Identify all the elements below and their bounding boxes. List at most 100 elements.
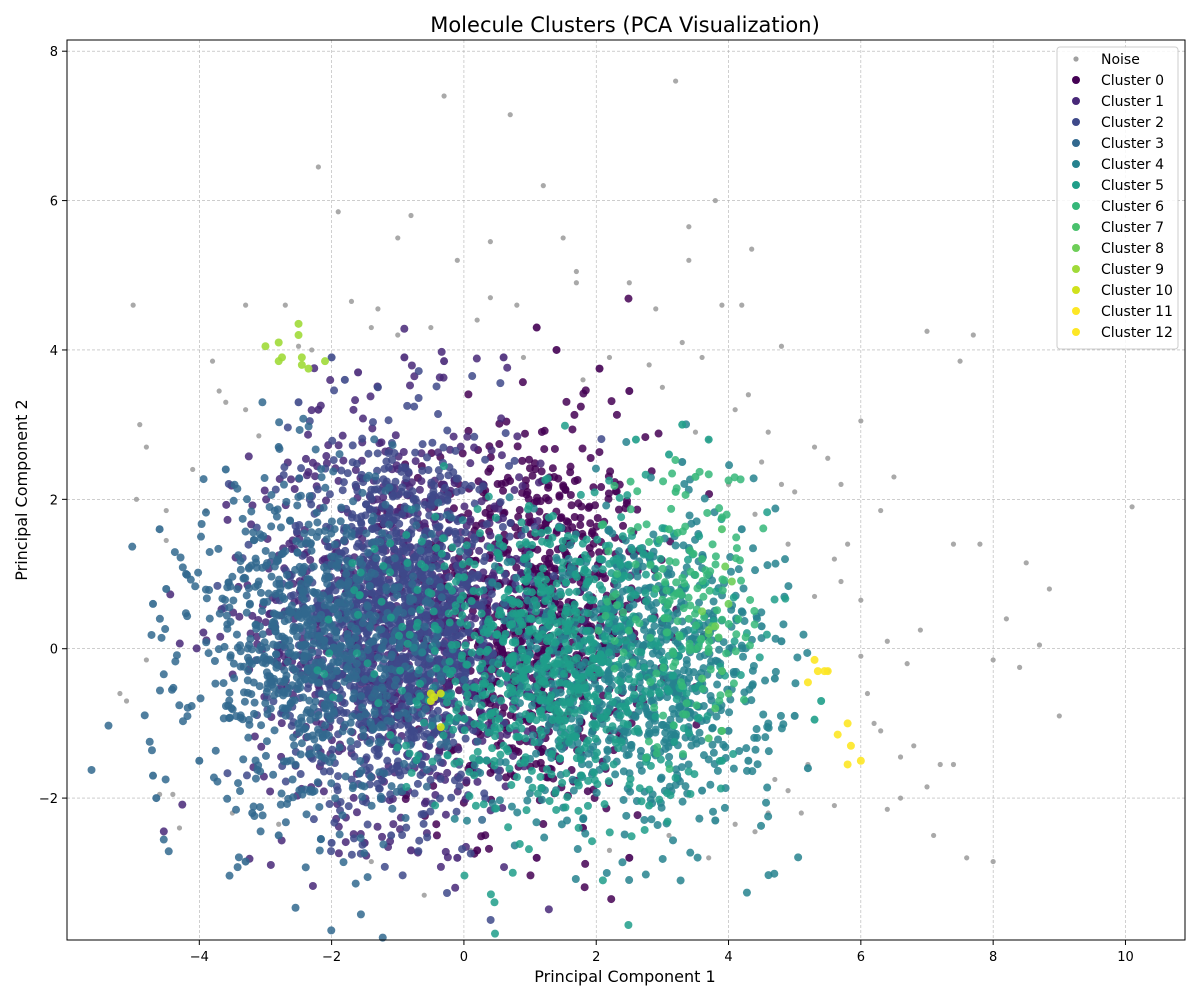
data-point [241,527,250,536]
data-point [244,584,253,593]
data-point [507,112,513,118]
data-point [580,377,586,383]
data-point [526,871,535,880]
data-point [626,787,635,796]
data-point [463,432,472,441]
data-point [633,811,642,820]
data-point [266,678,275,687]
data-point [647,467,656,476]
data-point [204,649,213,658]
data-point [181,609,190,618]
data-point [376,792,385,801]
data-point [695,652,704,661]
data-point [297,568,306,577]
data-point [749,662,758,671]
data-point [307,604,316,613]
data-point [426,669,435,678]
data-point [357,512,366,521]
data-point [455,782,464,791]
data-point [407,846,415,855]
data-point [330,386,339,395]
data-point [186,575,195,584]
data-point [347,513,356,522]
data-point [274,611,283,620]
data-point [436,672,445,681]
data-point [388,804,397,813]
data-point [566,491,575,500]
data-point [338,431,347,440]
data-point [564,518,573,527]
data-point [251,774,260,783]
data-point [310,735,319,744]
data-point [712,197,718,204]
data-point [390,448,399,457]
data-point [576,521,585,530]
data-point [533,516,542,525]
data-point [319,503,328,512]
data-point [147,630,156,639]
data-point [537,467,546,476]
data-point [117,690,123,697]
data-point [500,616,509,625]
data-point [363,645,372,654]
data-point [606,467,615,476]
data-point [332,681,341,690]
data-point [247,690,256,699]
data-point [390,583,399,592]
data-point [382,457,391,466]
data-point [270,726,279,735]
data-point [376,574,385,583]
data-point [298,641,307,650]
data-point [378,832,387,841]
data-point [513,808,522,817]
data-point [505,461,514,470]
data-point [270,506,279,515]
data-point [443,853,452,862]
data-point [363,630,372,639]
data-point [581,859,590,868]
data-point [611,770,620,779]
data-point [452,807,461,816]
data-point [629,600,638,609]
data-point [359,725,368,734]
data-point [409,595,418,604]
data-point [443,426,452,435]
data-point [261,699,270,708]
data-point [348,458,357,467]
data-point [162,584,171,593]
data-point [384,449,393,458]
data-point [441,810,450,819]
data-point [356,756,365,765]
data-point [245,600,254,609]
data-point [458,516,467,525]
data-point [624,294,633,303]
data-point [990,858,996,865]
data-point [315,678,324,687]
data-point [128,542,137,551]
data-point [258,630,267,639]
data-point [371,537,380,546]
data-point [811,593,818,600]
data-point [401,795,410,804]
data-point [370,710,379,719]
data-point [304,430,313,439]
data-point [620,830,629,839]
data-point [170,548,179,557]
data-point [528,731,537,740]
data-point [525,455,534,464]
data-point [693,853,702,862]
data-point [589,742,598,751]
data-point [351,480,360,489]
data-point [1036,642,1043,648]
data-point [569,786,578,795]
data-point [626,280,632,286]
data-point [838,481,844,487]
data-point [443,888,452,897]
data-point [460,675,469,684]
data-point [417,810,426,819]
data-point [660,738,669,747]
data-point [317,473,326,482]
data-point [415,836,424,845]
data-point [799,630,808,639]
data-point [871,720,877,727]
